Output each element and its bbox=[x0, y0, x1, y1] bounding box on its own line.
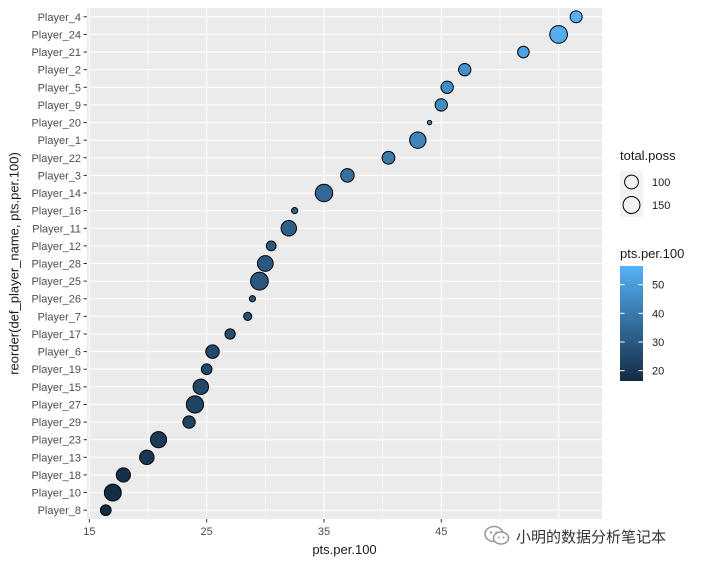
color-legend-title: pts.per.100 bbox=[620, 246, 684, 261]
y-tick-label: Player_2 bbox=[38, 65, 81, 77]
point-player-19 bbox=[200, 363, 213, 376]
y-tick-label: Player_3 bbox=[38, 170, 81, 182]
point-player-12 bbox=[265, 240, 277, 252]
colorbar bbox=[620, 266, 643, 381]
y-tick-label: Player_19 bbox=[31, 364, 81, 376]
point-player-24 bbox=[549, 25, 568, 44]
y-tick-label: Player_20 bbox=[31, 118, 81, 130]
y-tick-label: Player_13 bbox=[31, 452, 81, 464]
point-player-23 bbox=[150, 431, 168, 449]
x-tick-label: 35 bbox=[318, 526, 330, 538]
point-player-21 bbox=[517, 45, 530, 59]
y-tick-label: Player_18 bbox=[31, 470, 81, 482]
point-player-20 bbox=[426, 119, 433, 126]
y-tick-label: Player_10 bbox=[31, 488, 81, 500]
size-legend-symbol bbox=[622, 196, 641, 214]
y-tick-label: Player_15 bbox=[31, 382, 81, 394]
point-player-17 bbox=[224, 328, 236, 340]
y-tick-label: Player_6 bbox=[38, 347, 81, 359]
point-player-22 bbox=[381, 150, 396, 165]
point-player-1 bbox=[409, 131, 427, 149]
point-player-15 bbox=[192, 378, 210, 396]
point-player-3 bbox=[340, 168, 355, 183]
x-tick-label: 45 bbox=[435, 526, 447, 538]
y-tick-label: Player_11 bbox=[32, 223, 81, 235]
y-tick-label: Player_29 bbox=[31, 417, 81, 429]
size-legend: total.poss 100 150 bbox=[620, 148, 676, 217]
point-player-11 bbox=[280, 220, 297, 237]
x-axis-title: pts.per.100 bbox=[312, 542, 376, 557]
x-tick-label: 25 bbox=[201, 526, 213, 538]
point-player-16 bbox=[291, 207, 299, 215]
size-legend-key bbox=[620, 171, 643, 194]
x-axis: 15 25 35 45 bbox=[83, 519, 447, 538]
point-player-18 bbox=[115, 467, 131, 483]
y-tick-label: Player_23 bbox=[31, 435, 81, 447]
watermark-text: 小明的数据分析笔记本 bbox=[516, 527, 667, 546]
point-player-26 bbox=[248, 295, 257, 303]
y-tick-label: Player_5 bbox=[38, 82, 81, 94]
data-points bbox=[99, 10, 583, 517]
point-player-28 bbox=[256, 255, 274, 272]
size-legend-label: 150 bbox=[652, 200, 670, 212]
point-player-8 bbox=[99, 504, 112, 517]
wechat-icon bbox=[484, 525, 510, 545]
colorbar-label: 50 bbox=[652, 280, 664, 292]
point-player-9 bbox=[434, 98, 448, 112]
point-player-6 bbox=[205, 344, 220, 359]
y-tick-label: Player_16 bbox=[31, 206, 81, 218]
y-tick-label: Player_22 bbox=[31, 153, 81, 165]
x-tick-label: 15 bbox=[83, 526, 95, 538]
point-player-14 bbox=[314, 183, 334, 203]
y-tick-label: Player_9 bbox=[38, 100, 81, 112]
point-player-27 bbox=[185, 395, 205, 414]
colorbar-label: 40 bbox=[652, 308, 664, 320]
point-player-7 bbox=[243, 311, 253, 321]
y-tick-label: Player_28 bbox=[31, 259, 81, 271]
point-player-4 bbox=[569, 10, 583, 24]
size-legend-title: total.poss bbox=[620, 148, 676, 163]
y-tick-label: Player_4 bbox=[38, 12, 81, 24]
size-legend-symbol bbox=[624, 174, 639, 190]
y-tick-label: Player_1 bbox=[38, 135, 81, 147]
point-player-29 bbox=[182, 415, 196, 429]
y-tick-label: Player_12 bbox=[31, 241, 81, 253]
y-tick-label: Player_8 bbox=[38, 505, 81, 517]
gridlines bbox=[87, 8, 602, 519]
point-player-10 bbox=[103, 483, 122, 502]
watermark: 小明的数据分析笔记本 bbox=[484, 524, 666, 548]
color-legend: pts.per.100 20 30 40 50 bbox=[620, 246, 684, 381]
y-tick-label: Player_25 bbox=[31, 276, 81, 288]
y-tick-label: Player_17 bbox=[31, 329, 81, 341]
point-player-25 bbox=[250, 271, 269, 291]
y-axis: Player_8 Player_10 Player_18 Player_13 Playe… bbox=[31, 12, 87, 517]
y-tick-label: Player_24 bbox=[31, 29, 81, 41]
colorbar-label: 30 bbox=[652, 337, 664, 349]
colorbar-label: 20 bbox=[652, 366, 664, 378]
point-player-5 bbox=[440, 80, 454, 94]
y-tick-label: Player_14 bbox=[31, 188, 81, 200]
y-tick-label: Player_26 bbox=[31, 294, 81, 306]
y-axis-title: reorder(def_player_name, pts.per.100) bbox=[6, 152, 21, 375]
size-legend-label: 100 bbox=[652, 177, 670, 189]
point-player-2 bbox=[458, 63, 472, 77]
y-tick-label: Player_27 bbox=[31, 399, 81, 411]
point-player-13 bbox=[139, 449, 155, 466]
y-tick-label: Player_7 bbox=[38, 311, 81, 323]
y-tick-label: Player_21 bbox=[31, 47, 81, 59]
